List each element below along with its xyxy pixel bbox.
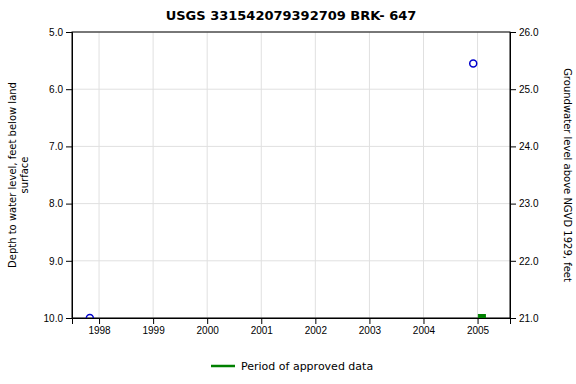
tick-label: 2000 — [197, 325, 220, 336]
tick-mark — [510, 146, 516, 147]
tick-mark — [261, 318, 262, 324]
legend-item: Period of approved data — [211, 360, 373, 373]
series — [86, 60, 476, 318]
axis-line — [73, 319, 511, 325]
tick-label: 1998 — [88, 325, 111, 336]
point — [470, 60, 477, 67]
tick: 2004 — [413, 318, 436, 336]
tick-label: 22.0 — [519, 256, 539, 267]
tick-mark — [510, 318, 516, 319]
x-axis: 1998 1999 2000 2001 2002 2003 2004 2005 — [73, 318, 511, 336]
tick: 2000 — [197, 318, 220, 336]
tick-label: 9.0 — [49, 256, 63, 267]
tick-mark — [510, 89, 516, 90]
tick: 1998 — [88, 318, 111, 336]
tick: 24.0 — [510, 141, 539, 152]
point — [86, 315, 93, 319]
y-axis-title: Depth to water level, feet below landsur… — [7, 82, 30, 268]
tick-label: 6.0 — [49, 84, 63, 95]
tick: 23.0 — [510, 198, 539, 209]
tick-mark — [66, 89, 72, 90]
tick: 1999 — [142, 318, 165, 336]
tick: 10.0 — [44, 313, 72, 324]
tick-label: 7.0 — [49, 141, 63, 152]
tick: 6.0 — [49, 84, 72, 95]
tick-mark — [66, 204, 72, 205]
tick: 25.0 — [510, 84, 539, 95]
legend: Period of approved data — [211, 360, 373, 373]
grid-line — [72, 146, 510, 147]
grid-line — [477, 32, 478, 318]
legend-swatch — [211, 365, 235, 368]
plot-frame — [72, 32, 510, 318]
grid-line — [423, 32, 424, 318]
tick: 2003 — [359, 318, 382, 336]
grid-line — [99, 32, 100, 318]
tick-label: 5.0 — [49, 27, 63, 38]
tick-label: 2004 — [413, 325, 436, 336]
tick: 5.0 — [49, 27, 72, 38]
tick-mark — [369, 318, 370, 324]
plot: 1998 1999 2000 2001 2002 2003 2004 2005 5.0 6.0 7.… — [44, 27, 539, 336]
tick-label: 24.0 — [519, 141, 539, 152]
tick-label: 1999 — [142, 325, 165, 336]
axis-line — [66, 33, 73, 319]
tick-mark — [66, 32, 72, 33]
tick-label: 25.0 — [519, 84, 539, 95]
grid-line — [72, 260, 510, 261]
tick-label: 23.0 — [519, 198, 539, 209]
legend-label: Period of approved data — [241, 360, 373, 373]
tick-mark — [207, 318, 208, 324]
tick-mark — [423, 318, 424, 324]
grid-line — [72, 89, 510, 90]
tick-mark — [153, 318, 154, 324]
tick-mark — [315, 318, 316, 324]
grid-line — [72, 203, 510, 204]
grid-line — [153, 32, 154, 318]
tick: 2001 — [251, 318, 274, 336]
tick: 26.0 — [510, 27, 539, 38]
tick-label: 2005 — [467, 325, 490, 336]
tick-mark — [66, 261, 72, 262]
tick: 2005 — [467, 318, 490, 336]
point — [478, 315, 485, 319]
axis-line — [511, 33, 517, 319]
marks — [86, 60, 485, 318]
tick-mark — [510, 261, 516, 262]
tick-label: 26.0 — [519, 27, 539, 38]
tick-label: 2001 — [251, 325, 274, 336]
tick-mark — [478, 318, 479, 324]
title: USGS 331542079392709 BRK- 647 — [166, 8, 417, 23]
tick: 22.0 — [510, 256, 539, 267]
tick-mark — [66, 318, 72, 319]
grid-line — [261, 32, 262, 318]
tick-mark — [99, 318, 100, 324]
tick-mark — [510, 32, 516, 33]
series — [478, 315, 485, 319]
tick: 7.0 — [49, 141, 72, 152]
tick-label: 2002 — [305, 325, 328, 336]
tick: 9.0 — [49, 256, 72, 267]
grid-line — [315, 32, 316, 318]
tick: 8.0 — [49, 198, 72, 209]
tick-label: 2003 — [359, 325, 382, 336]
grid-line — [369, 32, 370, 318]
y2-axis-title: Groundwater level above NGVD 1929, feet — [562, 68, 573, 282]
tick-mark — [510, 204, 516, 205]
y2-axis: 21.0 22.0 23.0 24.0 25.0 26.0 — [510, 27, 539, 324]
tick-label: 8.0 — [49, 198, 63, 209]
y-axis: 5.0 6.0 7.0 8.0 9.0 10.0 — [44, 27, 73, 324]
tick-label: 21.0 — [519, 313, 539, 324]
tick-label: 10.0 — [44, 313, 64, 324]
chart: 1998 1999 2000 2001 2002 2003 2004 2005 5.0 6.0 7.… — [0, 0, 576, 384]
tick: 2002 — [305, 318, 328, 336]
grid-line — [207, 32, 208, 318]
grid — [72, 32, 510, 318]
tick: 21.0 — [510, 313, 539, 324]
tick-mark — [66, 146, 72, 147]
